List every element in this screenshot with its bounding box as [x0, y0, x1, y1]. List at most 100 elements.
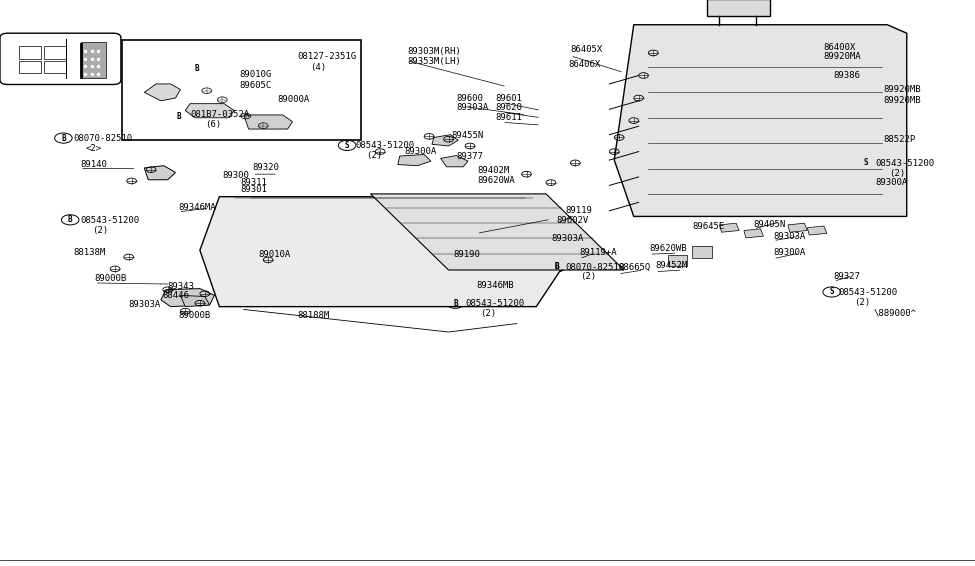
Text: 08543-51200: 08543-51200	[80, 216, 139, 225]
Text: S: S	[345, 141, 349, 150]
Text: 08543-51200: 08543-51200	[465, 299, 525, 308]
Text: 08127-2351G: 08127-2351G	[297, 53, 357, 61]
FancyBboxPatch shape	[19, 46, 41, 58]
Text: 89301: 89301	[241, 185, 268, 194]
Text: 89645E: 89645E	[692, 221, 724, 230]
Polygon shape	[200, 197, 561, 307]
Polygon shape	[180, 295, 210, 307]
Polygon shape	[161, 289, 214, 307]
Text: (2): (2)	[580, 272, 597, 281]
Text: B: B	[68, 215, 72, 224]
Text: 89300A: 89300A	[405, 147, 437, 156]
Text: 89010G: 89010G	[239, 70, 271, 79]
Text: 89010A: 89010A	[258, 250, 291, 259]
Text: 89346MB: 89346MB	[477, 281, 515, 290]
Text: B: B	[555, 262, 559, 271]
Text: 89303A: 89303A	[551, 234, 583, 243]
Polygon shape	[441, 156, 468, 167]
Text: (2): (2)	[480, 309, 496, 318]
Text: 89600: 89600	[456, 93, 484, 102]
Text: B: B	[195, 64, 199, 73]
Text: 89605C: 89605C	[239, 80, 271, 89]
Text: (4): (4)	[310, 62, 327, 71]
Text: 89377: 89377	[456, 152, 484, 161]
Text: 89300A: 89300A	[876, 178, 908, 187]
FancyBboxPatch shape	[19, 61, 41, 73]
Text: S: S	[830, 288, 834, 297]
Text: 89303M(RH): 89303M(RH)	[408, 47, 461, 55]
Text: 89190: 89190	[453, 250, 481, 259]
Text: 88446: 88446	[163, 291, 190, 300]
Text: 08543-51200: 08543-51200	[876, 159, 935, 168]
Text: 89620: 89620	[495, 103, 523, 112]
FancyBboxPatch shape	[122, 40, 361, 140]
Text: 89405N: 89405N	[754, 220, 786, 229]
Text: 89343: 89343	[168, 282, 195, 291]
Text: 89303A: 89303A	[773, 231, 805, 241]
Text: 88522P: 88522P	[883, 135, 916, 144]
Text: \889000^: \889000^	[874, 309, 916, 318]
Text: 89601: 89601	[495, 93, 523, 102]
Text: 89455N: 89455N	[451, 131, 484, 140]
Polygon shape	[398, 155, 431, 166]
Text: 88188M: 88188M	[297, 311, 330, 320]
Text: 89311: 89311	[241, 178, 268, 187]
Text: 08543-51200: 08543-51200	[356, 142, 415, 151]
Polygon shape	[692, 246, 712, 258]
Text: 88665Q: 88665Q	[618, 263, 650, 272]
Text: 08543-51200: 08543-51200	[838, 288, 898, 297]
Polygon shape	[614, 25, 907, 216]
Text: 89920MB: 89920MB	[883, 84, 921, 93]
FancyBboxPatch shape	[44, 46, 66, 58]
Text: S: S	[864, 158, 868, 167]
Text: 89000A: 89000A	[278, 95, 310, 104]
Text: B: B	[453, 299, 457, 308]
Text: 89327: 89327	[834, 272, 861, 281]
Text: 86400X: 86400X	[824, 43, 856, 52]
Text: 08070-82510: 08070-82510	[566, 263, 625, 272]
Text: 89353M(LH): 89353M(LH)	[408, 57, 461, 66]
Text: 89620WA: 89620WA	[478, 176, 516, 185]
Text: 89320: 89320	[253, 164, 280, 173]
Polygon shape	[707, 0, 770, 16]
Polygon shape	[807, 226, 827, 235]
Text: B: B	[555, 262, 559, 271]
Text: (2): (2)	[93, 226, 109, 235]
FancyBboxPatch shape	[44, 61, 66, 73]
Text: (2): (2)	[854, 298, 871, 307]
Text: 89602V: 89602V	[557, 216, 589, 225]
Text: 89300: 89300	[222, 171, 250, 180]
Text: 86406X: 86406X	[568, 59, 601, 68]
Polygon shape	[744, 229, 763, 238]
Bar	[81, 42, 106, 78]
Text: 89000B: 89000B	[95, 274, 127, 283]
Text: 88138M: 88138M	[73, 248, 105, 257]
Polygon shape	[370, 194, 624, 270]
Text: <2>: <2>	[86, 144, 102, 153]
Text: 89303A: 89303A	[129, 301, 161, 310]
FancyBboxPatch shape	[0, 33, 121, 84]
Text: 89611: 89611	[495, 113, 523, 122]
Polygon shape	[668, 255, 687, 266]
Text: 89346MA: 89346MA	[178, 203, 216, 212]
Text: 89920MB: 89920MB	[883, 96, 921, 105]
Text: 89452M: 89452M	[655, 261, 687, 270]
Text: (6): (6)	[205, 120, 221, 129]
Text: 89620WB: 89620WB	[649, 244, 687, 253]
Polygon shape	[788, 223, 807, 232]
Polygon shape	[144, 166, 175, 180]
Text: (2): (2)	[366, 151, 382, 160]
Text: 89300A: 89300A	[773, 248, 805, 257]
Polygon shape	[144, 84, 180, 101]
Text: 89386: 89386	[834, 71, 861, 80]
Text: (2): (2)	[889, 169, 906, 178]
Polygon shape	[244, 115, 292, 129]
Text: 08070-82510: 08070-82510	[73, 134, 133, 143]
Text: B: B	[176, 112, 180, 121]
Text: 89000B: 89000B	[178, 311, 211, 320]
Polygon shape	[432, 135, 458, 146]
Text: 081B7-0352A: 081B7-0352A	[190, 110, 250, 119]
Text: 89402M: 89402M	[478, 166, 510, 175]
Polygon shape	[720, 223, 739, 232]
Text: 89119: 89119	[566, 205, 593, 215]
